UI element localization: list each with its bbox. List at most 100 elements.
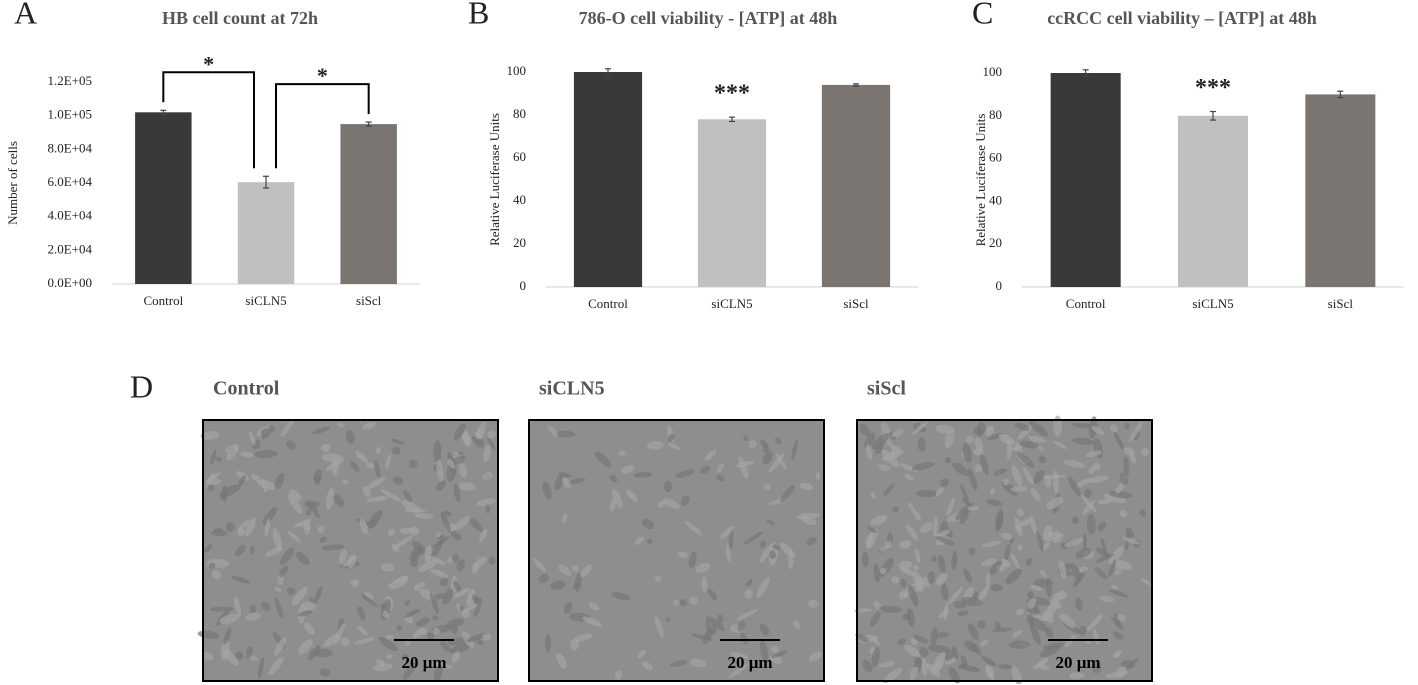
cell	[641, 518, 655, 530]
cell	[303, 622, 316, 635]
y-tick-label: 2.0E+04	[47, 241, 92, 256]
error-bar	[160, 109, 167, 115]
cell	[307, 645, 321, 660]
cell	[669, 659, 688, 667]
x-tick-label: Control	[143, 293, 183, 308]
cell	[1122, 536, 1140, 545]
cell	[538, 573, 549, 584]
cell	[871, 433, 890, 450]
cell	[986, 571, 991, 588]
cell	[320, 443, 331, 452]
cell	[913, 577, 925, 592]
error-bar	[729, 116, 735, 123]
cell	[1022, 466, 1034, 485]
cell	[366, 496, 389, 502]
cell	[996, 512, 1004, 531]
cell	[1001, 532, 1013, 541]
cell	[1123, 456, 1130, 477]
cell	[287, 493, 302, 514]
cell	[618, 450, 626, 456]
cell	[610, 497, 616, 512]
cell	[943, 602, 949, 621]
cell	[881, 449, 899, 468]
cell	[1016, 451, 1035, 468]
cell	[414, 513, 434, 519]
cell	[931, 555, 937, 563]
cell	[556, 653, 567, 669]
cell	[254, 449, 278, 459]
cell	[313, 468, 322, 485]
bar	[697, 119, 767, 287]
cell	[771, 650, 788, 658]
cell	[891, 576, 900, 584]
cell	[1036, 531, 1044, 553]
cell	[319, 668, 331, 677]
cell	[900, 578, 907, 588]
y-tick-label: 1.0E+05	[47, 107, 92, 122]
cell	[699, 465, 711, 474]
cell	[453, 483, 461, 502]
cell	[1095, 553, 1114, 563]
cell	[353, 637, 375, 645]
cell	[278, 565, 288, 578]
cell	[306, 501, 320, 508]
cell	[1029, 616, 1049, 632]
cell	[483, 444, 491, 462]
y-tick-label: 6.0E+04	[47, 174, 92, 189]
cell	[974, 464, 983, 473]
cell	[762, 445, 770, 453]
cell	[487, 438, 496, 450]
cell	[1064, 538, 1085, 548]
cell	[878, 661, 896, 668]
cell	[1029, 515, 1037, 534]
cell	[720, 525, 735, 539]
cell	[1128, 421, 1143, 442]
cell	[403, 608, 421, 618]
cell	[1010, 444, 1024, 451]
cell	[760, 540, 766, 548]
cell	[637, 649, 647, 659]
cell	[967, 622, 979, 640]
cell	[919, 522, 933, 534]
cell	[382, 610, 390, 619]
cell	[1042, 610, 1054, 623]
cell	[766, 519, 775, 526]
x-tick-label: Control	[1066, 296, 1106, 311]
cell	[231, 576, 251, 584]
cell	[482, 471, 494, 480]
cell	[1084, 488, 1092, 498]
cell	[1039, 569, 1047, 578]
cell	[321, 544, 345, 551]
cell	[1088, 466, 1096, 474]
cell	[1125, 527, 1134, 539]
cell	[1046, 496, 1064, 510]
cell	[313, 586, 323, 605]
cell	[1111, 584, 1119, 590]
cell	[261, 428, 270, 438]
cell	[961, 497, 969, 505]
y-tick-label: 60	[989, 150, 1002, 165]
cell	[210, 530, 228, 537]
y-tick-label: 8.0E+04	[47, 140, 92, 155]
cell	[934, 661, 943, 668]
cell	[891, 428, 904, 438]
cell	[944, 649, 955, 661]
cell	[440, 577, 449, 587]
cell	[374, 460, 381, 478]
cell	[948, 667, 960, 684]
cell	[1103, 493, 1127, 504]
cell	[1037, 663, 1050, 671]
cell	[1017, 423, 1034, 440]
cell	[743, 531, 763, 545]
panel-label: A	[14, 0, 37, 30]
cell	[451, 624, 458, 634]
cell	[675, 469, 695, 478]
cell	[1029, 420, 1048, 437]
error-bar	[853, 83, 859, 87]
cell	[378, 636, 398, 652]
cell	[436, 459, 444, 482]
cell	[312, 426, 331, 435]
cell	[561, 512, 568, 524]
cell	[440, 641, 451, 652]
cell	[223, 627, 232, 645]
